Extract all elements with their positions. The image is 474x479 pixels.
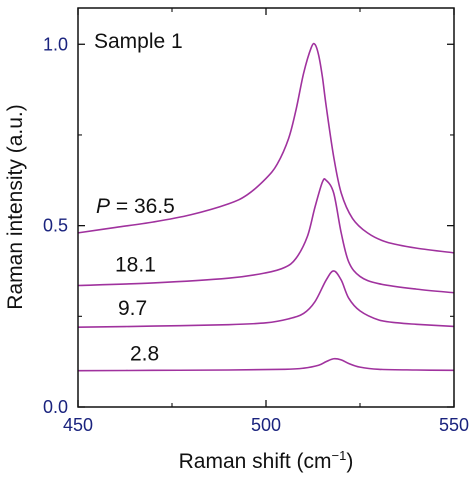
- y-axis-label: Raman intensity (a.u.): [4, 104, 27, 309]
- series-line-1: [77, 270, 455, 328]
- x-tick-label: 500: [251, 415, 281, 435]
- series-curves: [77, 42, 455, 372]
- x-axis-label-superscript: −1: [332, 448, 347, 463]
- y-tick-label: 0.0: [43, 397, 68, 417]
- series-label-2: 18.1: [115, 253, 156, 276]
- x-tick-label: 550: [439, 415, 469, 435]
- series-line-0: [77, 357, 455, 372]
- x-axis-label-main: Raman shift (cm: [179, 450, 332, 473]
- x-axis-label: Raman shift (cm−1): [179, 448, 354, 473]
- series-label-0: 2.8: [130, 343, 159, 366]
- series-label-3: P = 36.5: [96, 195, 175, 218]
- axis-ticks: [77, 8, 455, 408]
- x-axis-label-suffix: ): [346, 450, 353, 473]
- sample-label: Sample 1: [94, 30, 183, 53]
- series-label-1: 9.7: [118, 297, 147, 320]
- series-label-value: = 36.5: [110, 195, 175, 218]
- series-labels: 2.8 9.7 18.1 P = 36.5: [96, 195, 175, 366]
- series-line-3: [77, 42, 455, 254]
- x-tick-label: 450: [63, 415, 93, 435]
- y-tick-label: 0.5: [43, 216, 68, 236]
- series-label-variable: P: [96, 195, 110, 218]
- axis-tick-labels: 450 500 550 0.0 0.5 1.0: [43, 34, 469, 435]
- series-line-2: [77, 178, 455, 294]
- y-tick-label: 1.0: [43, 34, 68, 54]
